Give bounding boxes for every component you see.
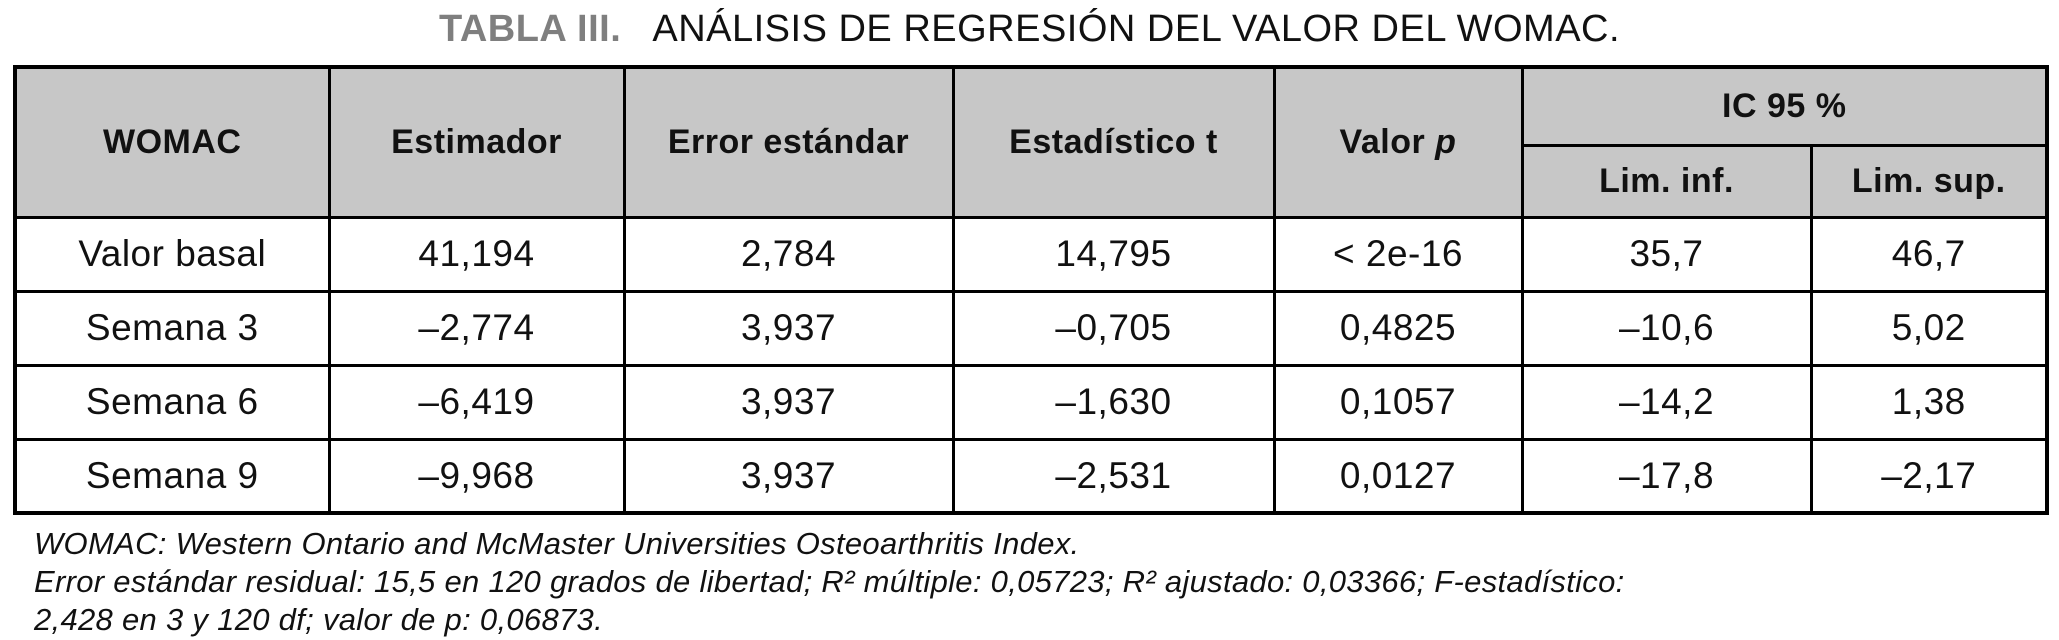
- table-cell: 3,937: [622, 289, 955, 367]
- table-cell: 0,1057: [1272, 363, 1524, 441]
- table-title-number: TABLA III.: [438, 8, 622, 50]
- table-cell: 3,937: [622, 437, 955, 515]
- table-row-semana-3: Semana 3 –2,774 3,937 –0,705 0,4825 –10,…: [13, 289, 2049, 367]
- table-footnotes: WOMAC: Western Ontario and McMaster Univ…: [34, 525, 2059, 639]
- table-title-text: ANÁLISIS DE REGRESIÓN DEL VALOR DEL WOMA…: [652, 8, 1621, 50]
- footnote-model-stats-1: Error estándar residual: 15,5 en 120 gra…: [34, 564, 1625, 599]
- table-cell: Valor basal: [13, 215, 331, 293]
- title-spacer: [632, 8, 643, 50]
- table-cell: 46,7: [1809, 215, 2049, 293]
- table-cell: –0,705: [951, 289, 1276, 367]
- table-cell: Semana 3: [13, 289, 331, 367]
- col-header-estimador: Estimador: [327, 65, 626, 219]
- table-cell: –2,17: [1809, 437, 2049, 515]
- table-cell: 41,194: [327, 215, 626, 293]
- table-row-semana-6: Semana 6 –6,419 3,937 –1,630 0,1057 –14,…: [13, 363, 2049, 441]
- col-header-ic95: IC 95 %: [1520, 65, 2049, 147]
- table-cell: –2,774: [327, 289, 626, 367]
- footnote-model-stats-2: 2,428 en 3 y 120 df; valor de p: 0,06873…: [34, 602, 603, 637]
- regression-table: WOMAC Estimador Error estándar Estadísti…: [13, 65, 2050, 515]
- table-cell: 35,7: [1520, 215, 1813, 293]
- table-title: TABLA III. ANÁLISIS DE REGRESIÓN DEL VAL…: [0, 0, 2059, 51]
- table-cell: Semana 9: [13, 437, 331, 515]
- table-cell: –14,2: [1520, 363, 1813, 441]
- table-cell: –10,6: [1520, 289, 1813, 367]
- col-header-lim-sup: Lim. sup.: [1809, 143, 2049, 219]
- valor-label: Valor: [1339, 122, 1426, 161]
- table-row-valor-basal: Valor basal 41,194 2,784 14,795 < 2e-16 …: [13, 215, 2049, 293]
- header-row-top: WOMAC Estimador Error estándar Estadísti…: [13, 65, 2049, 219]
- header-row-sub: Lim. inf. Lim. sup.: [15, 143, 2049, 219]
- table-cell: Semana 6: [13, 363, 331, 441]
- table-cell: 14,795: [951, 215, 1276, 293]
- footnote-womac-definition: WOMAC: Western Ontario and McMaster Univ…: [34, 526, 1080, 561]
- table-cell: –1,630: [951, 363, 1276, 441]
- table-cell: –2,531: [951, 437, 1276, 515]
- table-cell: –6,419: [327, 363, 626, 441]
- table-cell: 2,784: [622, 215, 955, 293]
- col-header-estadistico-t: Estadístico t: [951, 65, 1276, 219]
- table-cell: < 2e-16: [1272, 215, 1524, 293]
- col-header-valor-p: Valor p: [1272, 65, 1524, 219]
- col-header-womac: WOMAC: [13, 65, 331, 219]
- table-cell: –9,968: [327, 437, 626, 515]
- table-cell: 0,0127: [1272, 437, 1524, 515]
- table-cell: 1,38: [1809, 363, 2049, 441]
- table-cell: 0,4825: [1272, 289, 1524, 367]
- col-header-lim-inf: Lim. inf.: [1520, 143, 1813, 219]
- table-cell: 5,02: [1809, 289, 2049, 367]
- p-label: p: [1435, 122, 1457, 161]
- table-cell: –17,8: [1520, 437, 1813, 515]
- table-row-semana-9: Semana 9 –9,968 3,937 –2,531 0,0127 –17,…: [13, 437, 2049, 515]
- table-cell: 3,937: [622, 363, 955, 441]
- col-header-error-estandar: Error estándar: [622, 65, 955, 219]
